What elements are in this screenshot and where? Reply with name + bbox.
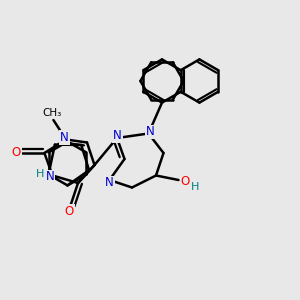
Text: N: N — [46, 170, 55, 184]
Text: CH₃: CH₃ — [42, 108, 62, 118]
Text: H: H — [36, 169, 45, 179]
Text: N: N — [105, 176, 114, 190]
Text: O: O — [64, 205, 74, 218]
Text: N: N — [60, 130, 69, 144]
Text: H: H — [191, 182, 199, 193]
Text: O: O — [181, 175, 190, 188]
Text: N: N — [146, 125, 154, 139]
Text: O: O — [12, 146, 21, 160]
Text: N: N — [113, 129, 122, 142]
